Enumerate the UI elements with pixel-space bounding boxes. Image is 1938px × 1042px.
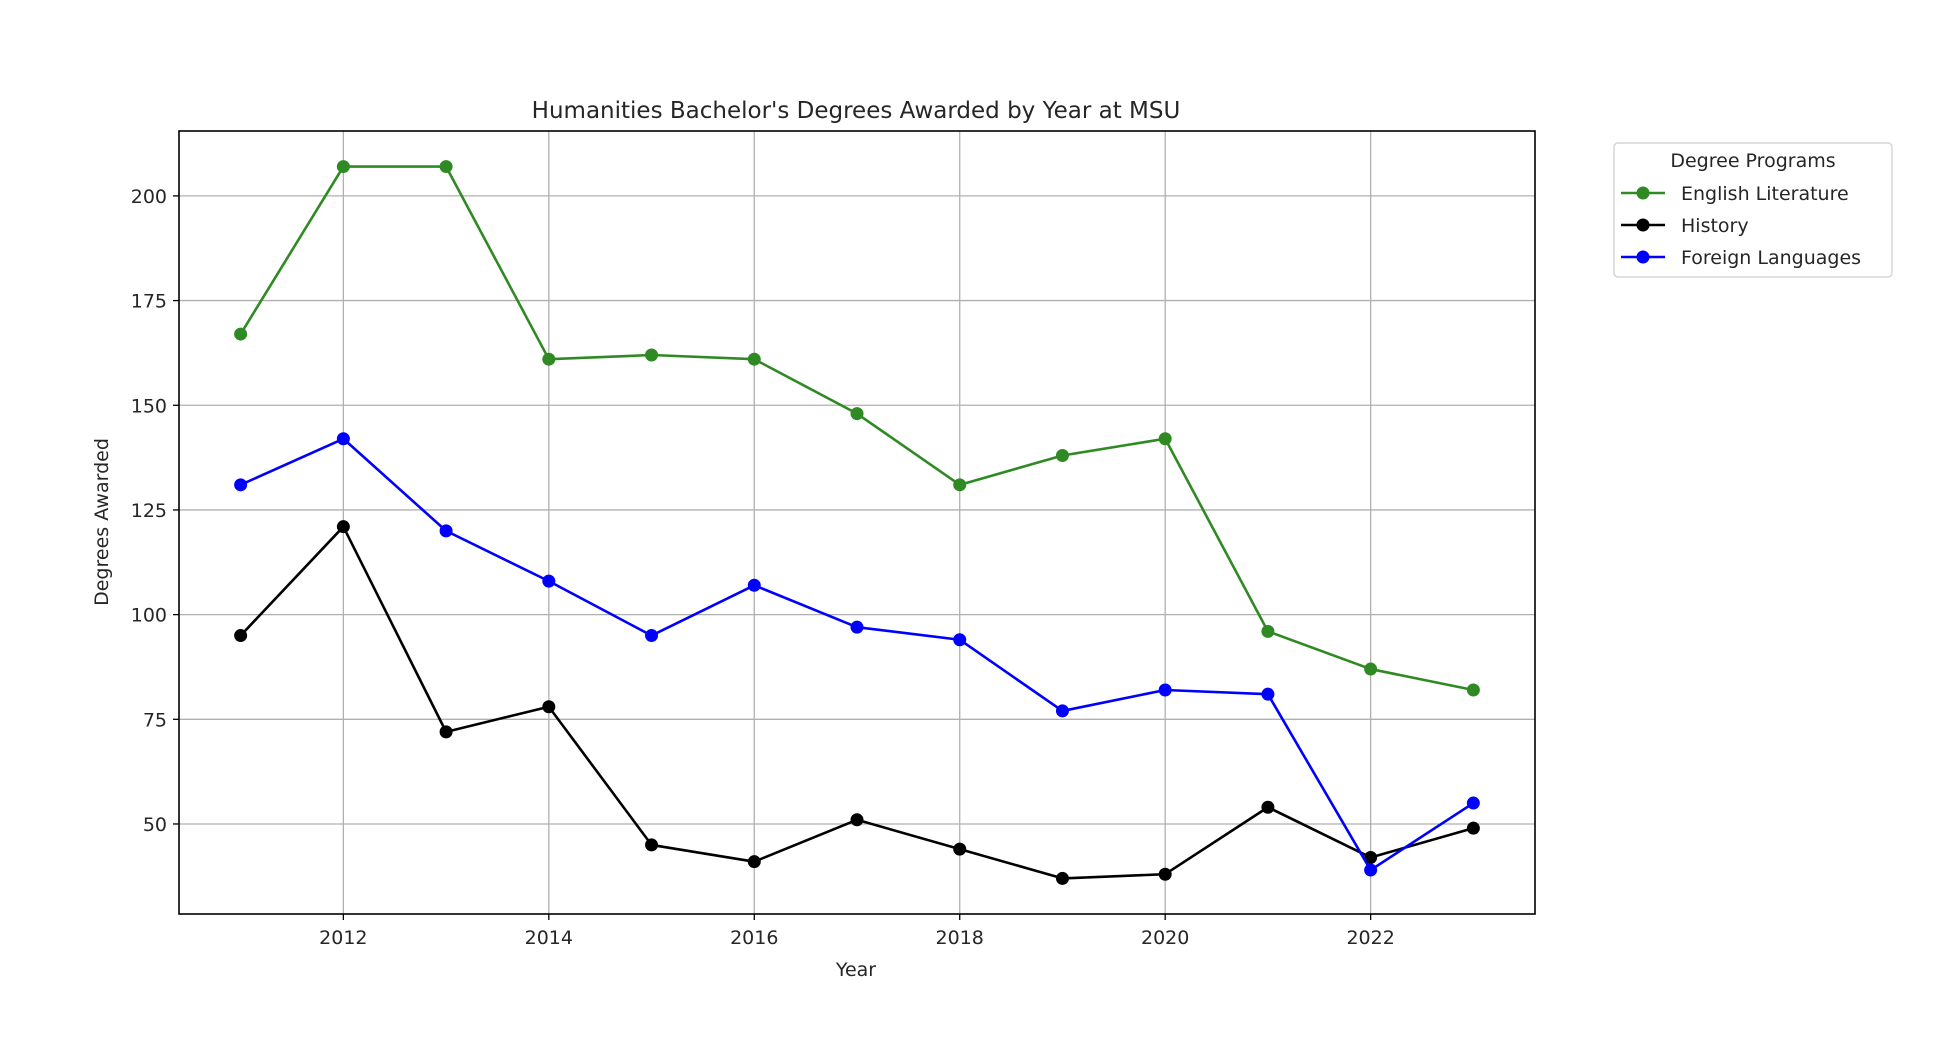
data-point-marker (1466, 683, 1480, 697)
data-point-marker (850, 407, 864, 421)
y-tick-label: 200 (131, 186, 167, 208)
legend-title: Degree Programs (1670, 150, 1835, 172)
y-tick-label: 100 (131, 605, 167, 627)
legend-item: Foreign Languages (1621, 247, 1861, 269)
data-point-marker (1261, 624, 1275, 638)
data-point-marker (336, 520, 350, 534)
data-point-marker (1466, 796, 1480, 810)
legend-label: History (1681, 215, 1749, 237)
y-tick-label: 175 (131, 291, 167, 313)
data-point-marker (747, 578, 761, 592)
grid-lines (179, 131, 1535, 914)
y-tick-label: 50 (143, 814, 167, 836)
data-point-marker (234, 629, 248, 643)
legend-items: English Literature History Foreign Languag… (1621, 183, 1861, 269)
data-point-marker (1261, 687, 1275, 701)
x-tick-label: 2022 (1346, 927, 1394, 949)
legend-item: English Literature (1621, 183, 1849, 205)
legend-item: History (1621, 215, 1749, 237)
data-point-marker (747, 855, 761, 869)
series-foreign-languages (234, 432, 1480, 877)
data-series (234, 160, 1480, 885)
x-axis-label: Year (835, 959, 876, 981)
legend: Degree Programs English Literature Histor… (1613, 142, 1893, 278)
legend-frame (1613, 142, 1893, 278)
data-point-marker (1158, 867, 1172, 881)
data-point-marker (439, 725, 453, 739)
data-point-marker (645, 348, 659, 362)
legend-label: Foreign Languages (1681, 247, 1861, 269)
x-tick-label: 2014 (525, 927, 573, 949)
data-point-marker (850, 813, 864, 827)
data-point-marker (1261, 800, 1275, 814)
x-tick-label: 2016 (730, 927, 778, 949)
y-tick-label: 75 (143, 709, 167, 731)
data-point-marker (1364, 662, 1378, 676)
data-point-marker (1055, 704, 1069, 718)
x-tick-label: 2020 (1141, 927, 1189, 949)
data-point-marker (1158, 683, 1172, 697)
legend-marker-icon (1636, 250, 1650, 264)
data-point-marker (953, 633, 967, 647)
data-point-marker (747, 352, 761, 366)
series-english-literature (234, 160, 1480, 697)
data-point-marker (1364, 863, 1378, 877)
data-point-marker (1055, 449, 1069, 463)
legend-label: English Literature (1681, 183, 1849, 205)
data-point-marker (645, 838, 659, 852)
x-tick-label: 2012 (319, 927, 367, 949)
data-point-marker (439, 160, 453, 174)
data-point-marker (1158, 432, 1172, 446)
data-point-marker (439, 524, 453, 538)
data-point-marker (234, 327, 248, 341)
data-point-marker (1055, 871, 1069, 885)
x-tick-label: 2018 (936, 927, 984, 949)
data-point-marker (850, 620, 864, 634)
plot-area-frame (178, 130, 1536, 915)
data-point-marker (1466, 821, 1480, 835)
data-point-marker (953, 842, 967, 856)
series-history (234, 520, 1480, 885)
data-point-marker (542, 352, 556, 366)
y-axis-ticks: 50 75 100 125 150 175 200 (131, 186, 179, 836)
data-point-marker (645, 629, 659, 643)
data-point-marker (953, 478, 967, 492)
x-axis-ticks: 2012 2014 2016 2018 2020 2022 (319, 914, 1395, 949)
data-point-marker (542, 574, 556, 588)
data-point-marker (234, 478, 248, 492)
y-axis-label: Degrees Awarded (91, 438, 113, 606)
data-point-marker (336, 432, 350, 446)
legend-marker-icon (1636, 186, 1650, 200)
data-point-marker (336, 160, 350, 174)
y-tick-label: 150 (131, 395, 167, 417)
legend-marker-icon (1636, 218, 1650, 232)
series-line (239, 165, 1474, 692)
data-point-marker (542, 700, 556, 714)
chart-title: Humanities Bachelor's Degrees Awarded by… (532, 98, 1181, 124)
y-tick-label: 125 (131, 500, 167, 522)
data-point-marker (1364, 850, 1378, 864)
series-line (240, 437, 1475, 872)
